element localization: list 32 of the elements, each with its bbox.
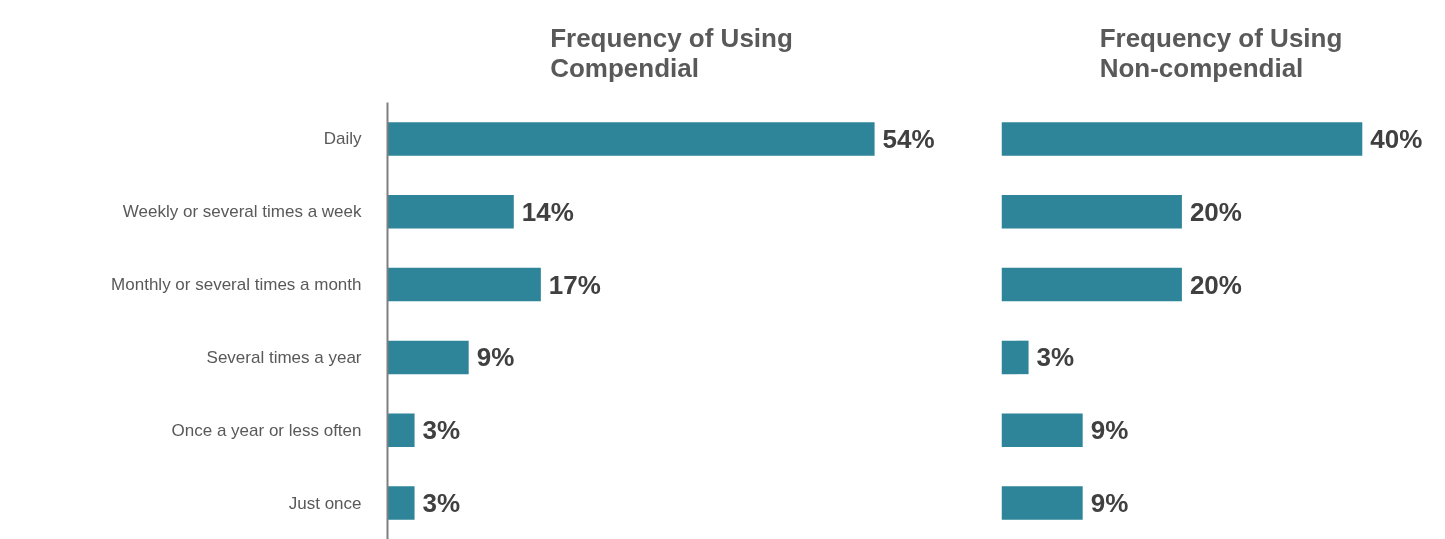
data-label: 3%: [422, 488, 461, 519]
bar: [1001, 267, 1182, 302]
y-tick-label: Once a year or less often: [171, 420, 362, 440]
data-label: 40%: [1370, 123, 1423, 154]
data-label: 9%: [1090, 415, 1129, 446]
data-label: 3%: [1036, 342, 1075, 373]
bar: [387, 195, 514, 229]
y-tick-label: Several times a year: [206, 347, 362, 367]
chart-title: Frequency of Using Compendial: [550, 22, 793, 83]
data-label: 54%: [882, 123, 935, 154]
bar: [1001, 122, 1363, 156]
chart-title: Frequency of Using Non-compendial: [1099, 22, 1343, 83]
bar: [1001, 413, 1083, 447]
y-tick-label: Monthly or several times a month: [111, 275, 362, 295]
data-label: 20%: [1189, 269, 1242, 300]
bar: [1001, 340, 1029, 375]
data-label: 3%: [422, 415, 461, 446]
bar: [387, 486, 415, 520]
data-label: 20%: [1189, 196, 1242, 227]
data-label: 9%: [476, 342, 515, 373]
bar: [387, 413, 415, 447]
data-label: 17%: [548, 269, 601, 300]
data-label: 9%: [1090, 488, 1129, 519]
bar: [1001, 195, 1182, 229]
bar: [387, 340, 469, 375]
y-tick-label: Weekly or several times a week: [122, 202, 362, 222]
y-tick-label: Just once: [288, 493, 362, 513]
bar: [1001, 486, 1083, 520]
y-tick-label: Daily: [323, 129, 362, 149]
bar: [387, 267, 541, 302]
data-label: 14%: [521, 196, 574, 227]
bar: [387, 122, 875, 156]
